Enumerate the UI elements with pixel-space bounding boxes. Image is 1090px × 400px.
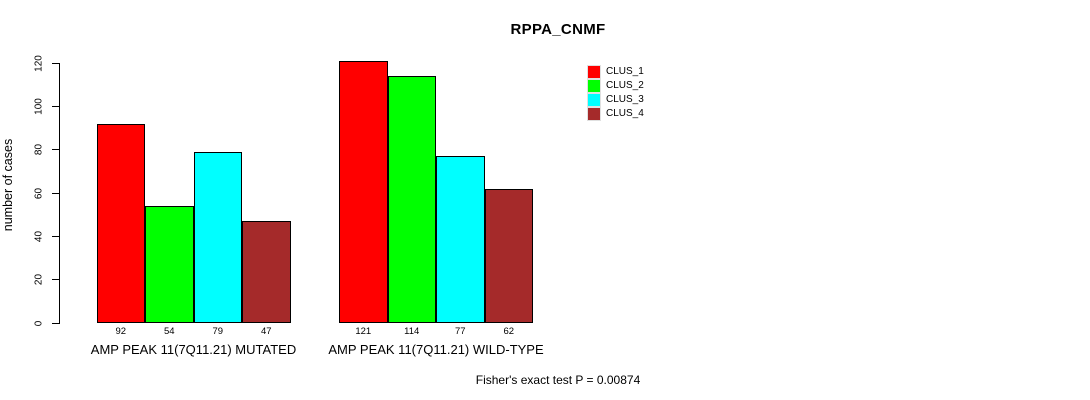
- y-axis-tick: [52, 235, 59, 237]
- x-axis-group-label: AMP PEAK 11(7Q11.21) MUTATED: [90, 342, 297, 357]
- bar-value-label: 92: [115, 326, 127, 337]
- bar-value-label: 47: [260, 326, 272, 337]
- y-axis-tick: [52, 322, 59, 324]
- y-axis-tick: [52, 105, 59, 107]
- y-axis-label: number of cases: [1, 138, 15, 232]
- y-axis-tick: [52, 279, 59, 281]
- bar-value-label: 121: [355, 326, 372, 337]
- y-axis-tick: [52, 62, 59, 64]
- bar-clus_2-group2: [387, 76, 436, 323]
- y-axis-tick-label: 0: [33, 320, 45, 326]
- bar-clus_4-group2: [484, 188, 533, 323]
- bar-clus_3-group2: [436, 156, 485, 323]
- y-axis-tick: [52, 149, 59, 151]
- y-axis-tick-label: 20: [33, 274, 45, 286]
- y-axis-tick-label: 80: [33, 144, 45, 156]
- legend-swatch: [587, 93, 601, 107]
- bar-value-label: 77: [454, 326, 466, 337]
- legend-item: CLUS_1: [587, 65, 644, 79]
- bar-clus_1-group1: [96, 123, 145, 323]
- legend-swatch: [587, 65, 601, 79]
- legend: CLUS_1 CLUS_2 CLUS_3 CLUS_4: [587, 65, 644, 121]
- bar-value-label: 114: [404, 326, 420, 337]
- fisher-test-note: Fisher's exact test P = 0.00874: [475, 373, 641, 387]
- legend-swatch: [587, 79, 601, 93]
- bar-clus_4-group1: [242, 221, 291, 323]
- legend-swatch: [587, 107, 601, 121]
- bar-clus_2-group1: [145, 206, 194, 323]
- bar-clus_3-group1: [193, 151, 242, 323]
- legend-item: CLUS_4: [587, 107, 644, 121]
- y-axis: [59, 63, 60, 324]
- legend-item: CLUS_3: [587, 93, 644, 107]
- bar-value-label: 79: [212, 326, 224, 337]
- y-axis-tick-label: 40: [33, 230, 45, 242]
- y-axis-tick-label: 60: [33, 187, 45, 199]
- y-axis-tick-label: 120: [33, 54, 45, 72]
- y-axis-tick: [52, 192, 59, 194]
- bar-value-label: 62: [503, 326, 515, 337]
- legend-label: CLUS_1: [606, 66, 644, 77]
- bar-value-label: 54: [163, 326, 175, 337]
- y-axis-tick-label: 100: [33, 97, 45, 115]
- chart-title: RPPA_CNMF: [510, 21, 606, 38]
- legend-label: CLUS_4: [606, 108, 644, 119]
- legend-item: CLUS_2: [587, 79, 644, 93]
- legend-label: CLUS_2: [606, 80, 644, 91]
- legend-label: CLUS_3: [606, 94, 644, 105]
- bar-clus_1-group2: [339, 60, 388, 323]
- x-axis-group-label: AMP PEAK 11(7Q11.21) WILD-TYPE: [328, 342, 544, 357]
